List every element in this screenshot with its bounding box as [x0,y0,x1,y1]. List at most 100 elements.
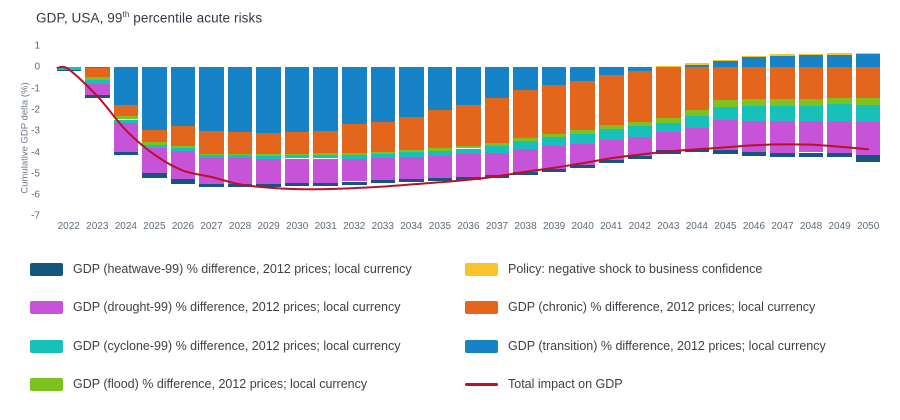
bar-2042-drought[interactable] [627,137,652,156]
bar-2029-heatwave[interactable] [256,183,281,187]
bar-2043-drought[interactable] [656,132,681,151]
bar-2043-cyclone[interactable] [656,122,681,133]
bar-2023-drought[interactable] [85,83,110,96]
bar-2049-heatwave[interactable] [827,152,852,158]
bar-2032-transition[interactable] [342,67,367,124]
bar-2047-policy[interactable] [770,54,795,56]
bar-2050-chronic[interactable] [855,67,881,99]
bar-2043-heatwave[interactable] [656,150,681,154]
bar-2024-transition[interactable] [113,67,139,105]
bar-2050-drought[interactable] [855,122,881,156]
bar-2034-drought[interactable] [399,157,424,180]
bar-2028-chronic[interactable] [227,132,253,154]
legend-item-chronic[interactable]: GDP (chronic) % difference, 2012 prices;… [465,299,815,315]
bar-2049-drought[interactable] [827,121,852,153]
bar-2046-policy[interactable] [741,55,767,58]
bar-2031-heatwave[interactable] [313,182,338,186]
bar-2025-drought[interactable] [142,147,167,174]
bar-2039-cyclone[interactable] [541,137,567,146]
bar-2033-heatwave[interactable] [370,180,396,184]
bar-2048-heatwave[interactable] [798,152,824,157]
bar-2048-flood[interactable] [798,98,824,107]
bar-2037-cyclone[interactable] [484,146,510,154]
bar-2038-chronic[interactable] [513,90,538,138]
bar-2041-drought[interactable] [599,139,624,160]
legend-item-drought[interactable]: GDP (drought-99) % difference, 2012 pric… [30,299,400,315]
bar-2048-chronic[interactable] [798,67,824,99]
bar-2045-drought[interactable] [713,119,738,151]
bar-2046-heatwave[interactable] [741,152,767,157]
bar-2022-heatwave[interactable] [56,69,81,71]
bar-2049-chronic[interactable] [827,67,852,99]
bar-2042-heatwave[interactable] [627,155,652,159]
bar-2050-policy[interactable] [855,52,881,55]
bar-2040-chronic[interactable] [570,80,595,131]
bar-2038-drought[interactable] [513,148,538,172]
bar-2025-heatwave[interactable] [142,173,167,178]
bar-2050-cyclone[interactable] [855,104,881,123]
bar-2047-heatwave[interactable] [770,152,795,157]
bar-2031-chronic[interactable] [313,130,338,154]
bar-2036-transition[interactable] [456,67,481,105]
bar-2034-heatwave[interactable] [399,179,424,183]
legend-item-heatwave[interactable]: GDP (heatwave-99) % difference, 2012 pri… [30,261,412,277]
bar-2041-transition[interactable] [599,67,624,75]
bar-2032-drought[interactable] [342,159,367,182]
bar-2045-chronic[interactable] [713,67,738,101]
bar-2046-flood[interactable] [741,99,767,107]
bar-2036-drought[interactable] [456,154,481,177]
bar-2045-transition[interactable] [713,61,738,68]
bar-2027-heatwave[interactable] [199,183,224,187]
bar-2050-transition[interactable] [855,54,881,68]
bar-2033-drought[interactable] [370,158,396,181]
bar-2038-transition[interactable] [513,67,538,91]
bar-2041-heatwave[interactable] [599,159,624,163]
bar-2048-policy[interactable] [798,53,824,56]
bar-2046-chronic[interactable] [741,67,767,100]
bar-2031-transition[interactable] [313,67,338,131]
bar-2026-transition[interactable] [170,67,196,126]
bar-2039-heatwave[interactable] [541,168,567,172]
legend-item-flood[interactable]: GDP (flood) % difference, 2012 prices; l… [30,376,367,392]
bar-2035-transition[interactable] [427,67,453,110]
bar-2033-transition[interactable] [370,67,396,122]
bar-2044-policy[interactable] [684,63,710,65]
bar-2023-heatwave[interactable] [85,95,110,98]
bar-2044-cyclone[interactable] [684,115,710,128]
bar-2027-drought[interactable] [199,158,224,184]
legend-item-transition[interactable]: GDP (transition) % difference, 2012 pric… [465,338,826,354]
bar-2049-transition[interactable] [827,54,852,68]
bar-2029-transition[interactable] [256,67,281,134]
bar-2037-drought[interactable] [484,153,510,175]
legend-item-total[interactable]: Total impact on GDP [465,376,623,392]
bar-2024-drought[interactable] [113,122,139,152]
bar-2037-heatwave[interactable] [484,175,510,179]
bar-2045-heatwave[interactable] [713,150,738,154]
bar-2034-chronic[interactable] [399,116,424,150]
bar-2045-cyclone[interactable] [713,106,738,120]
bar-2049-policy[interactable] [827,53,852,55]
bar-2040-transition[interactable] [570,67,595,81]
bar-2040-drought[interactable] [570,143,595,165]
bar-2024-heatwave[interactable] [113,151,139,155]
bar-2038-cyclone[interactable] [513,141,538,149]
bar-2039-drought[interactable] [541,145,567,169]
bar-2043-chronic[interactable] [656,67,681,119]
bar-2048-drought[interactable] [798,121,824,153]
legend-item-policy[interactable]: Policy: negative shock to business confi… [465,261,762,277]
bar-2041-chronic[interactable] [599,75,624,126]
bar-2028-drought[interactable] [227,158,253,185]
bar-2032-heatwave[interactable] [342,181,367,185]
bar-2040-cyclone[interactable] [570,134,595,144]
bar-2047-chronic[interactable] [770,67,795,99]
bar-2023-chronic[interactable] [85,68,110,77]
bar-2042-cyclone[interactable] [627,125,652,138]
legend-item-cyclone[interactable]: GDP (cyclone-99) % difference, 2012 pric… [30,338,400,354]
bar-2024-chronic[interactable] [113,104,139,117]
bar-2048-cyclone[interactable] [798,106,824,122]
bar-2027-chronic[interactable] [199,131,224,154]
bar-2036-chronic[interactable] [456,105,481,146]
bar-2044-heatwave[interactable] [684,148,710,153]
bar-2029-chronic[interactable] [256,133,281,155]
bar-2026-drought[interactable] [170,151,196,179]
